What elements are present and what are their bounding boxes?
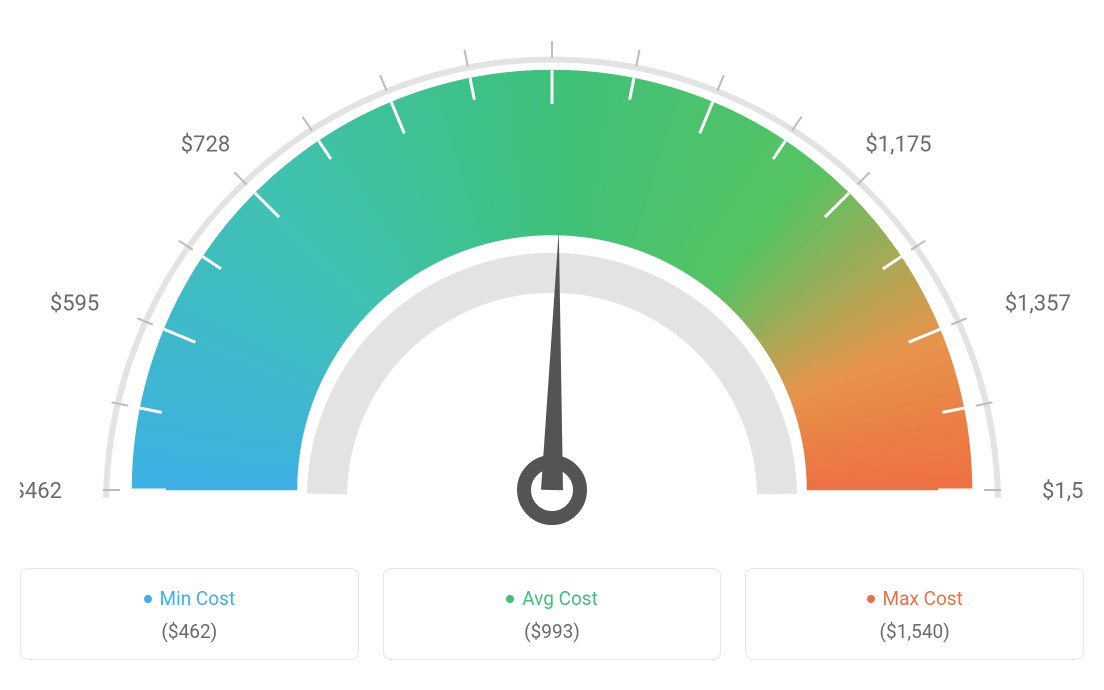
legend-card-max: Max Cost ($1,540) <box>745 568 1084 660</box>
dot-icon <box>506 595 514 603</box>
legend-row: Min Cost ($462) Avg Cost ($993) Max Cost… <box>20 568 1084 660</box>
gauge-tick-label: $1,540 <box>1042 479 1084 504</box>
gauge-svg-container: $462$595$728$993$1,175$1,357$1,540 <box>20 20 1084 550</box>
gauge-tick-label: $595 <box>50 291 99 316</box>
legend-title-text: Min Cost <box>160 587 236 610</box>
legend-title-avg: Avg Cost <box>506 587 598 610</box>
legend-title-text: Avg Cost <box>522 587 598 610</box>
gauge-svg: $462$595$728$993$1,175$1,357$1,540 <box>20 20 1084 550</box>
legend-value-min: ($462) <box>31 620 348 643</box>
dot-icon <box>144 595 152 603</box>
legend-title-min: Min Cost <box>144 587 236 610</box>
legend-card-min: Min Cost ($462) <box>20 568 359 660</box>
dot-icon <box>867 595 875 603</box>
gauge-tick-label: $1,175 <box>865 133 931 158</box>
gauge-tick-label: $1,357 <box>1005 291 1071 316</box>
cost-gauge-chart: $462$595$728$993$1,175$1,357$1,540 Min C… <box>20 20 1084 660</box>
legend-title-max: Max Cost <box>867 587 963 610</box>
gauge-tick-label: $728 <box>181 133 230 158</box>
legend-value-max: ($1,540) <box>756 620 1073 643</box>
legend-value-avg: ($993) <box>394 620 711 643</box>
legend-title-text: Max Cost <box>883 587 963 610</box>
legend-card-avg: Avg Cost ($993) <box>383 568 722 660</box>
gauge-tick-label: $462 <box>20 479 62 504</box>
